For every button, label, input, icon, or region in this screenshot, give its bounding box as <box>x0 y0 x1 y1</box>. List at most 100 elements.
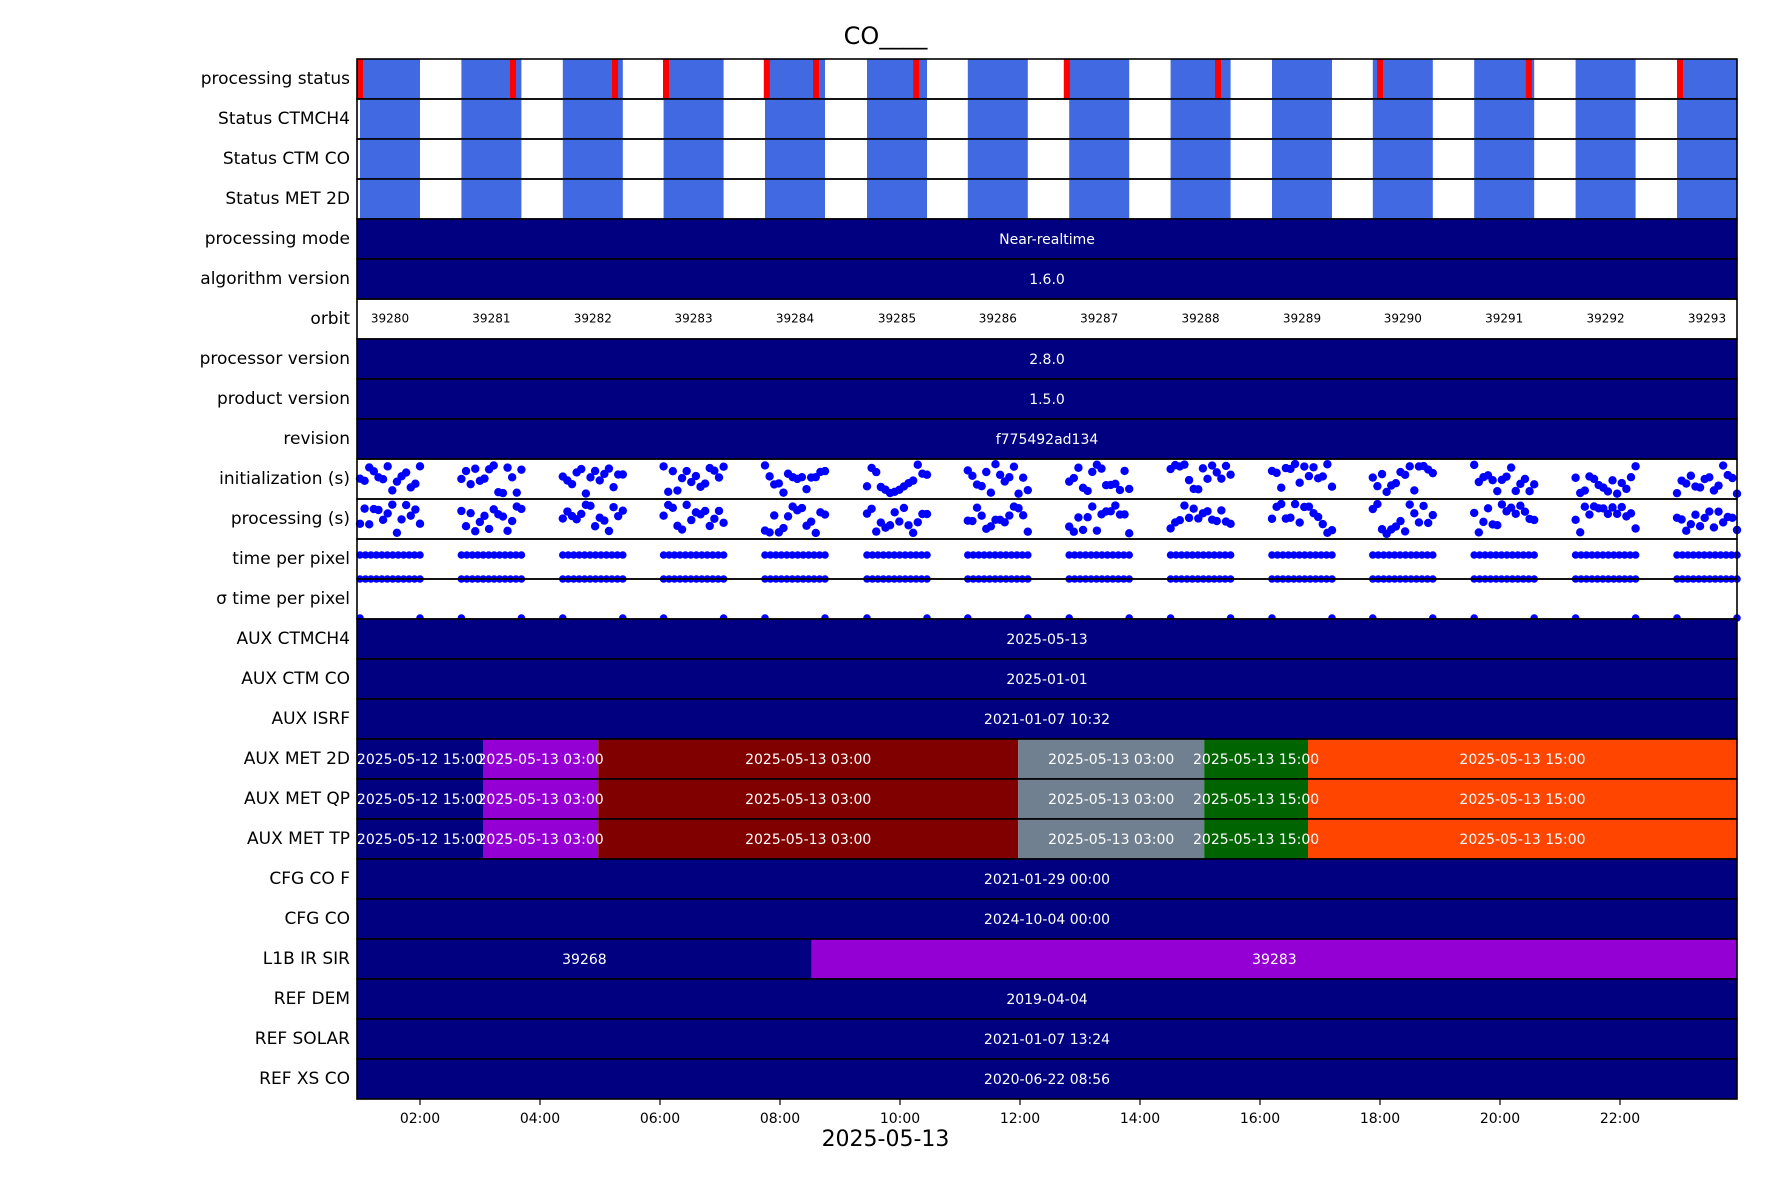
x-tick-label: 02:00 <box>400 1111 440 1127</box>
status-bar <box>1170 139 1231 179</box>
data-point <box>613 551 622 559</box>
x-tick-label: 22:00 <box>1600 1111 1640 1127</box>
x-tick-label: 12:00 <box>1000 1111 1040 1127</box>
data-point <box>1023 527 1032 536</box>
data-point <box>1125 551 1133 559</box>
data-point <box>597 551 605 559</box>
data-point <box>1212 516 1221 526</box>
data-point <box>586 501 595 511</box>
data-point <box>590 466 600 476</box>
status-bar <box>1575 139 1636 179</box>
data-point <box>586 551 594 559</box>
status-bar <box>562 179 623 219</box>
data-point <box>673 486 682 495</box>
band-segment <box>357 219 1737 259</box>
data-point <box>388 486 397 495</box>
data-point <box>1429 551 1437 559</box>
status-bar <box>1272 139 1332 179</box>
x-axis-label: 2025-05-13 <box>821 1127 950 1152</box>
data-point <box>1189 504 1198 513</box>
data-point <box>1492 551 1500 559</box>
data-point <box>374 505 383 515</box>
data-point <box>591 551 600 559</box>
data-point <box>503 526 512 536</box>
data-point <box>668 466 678 476</box>
data-point <box>1401 551 1410 559</box>
data-point <box>1705 473 1714 482</box>
data-point <box>559 551 567 559</box>
data-point <box>1295 478 1304 487</box>
data-point <box>1497 551 1506 559</box>
data-point <box>908 528 918 538</box>
data-point <box>489 461 498 470</box>
data-point <box>670 551 679 559</box>
status-bar <box>663 179 724 219</box>
orbit-number: 39282 <box>574 312 612 326</box>
data-point <box>821 551 829 559</box>
data-point <box>1385 551 1393 559</box>
row-label: time per pixel <box>232 549 350 569</box>
data-point <box>397 515 406 524</box>
band-segment <box>357 419 1737 459</box>
data-point <box>1081 551 1090 559</box>
data-point <box>872 467 881 477</box>
data-point <box>1728 513 1737 523</box>
data-point <box>1377 469 1387 479</box>
data-point <box>517 551 526 559</box>
data-point <box>466 508 475 518</box>
data-point <box>1327 482 1337 491</box>
data-point <box>668 503 678 513</box>
data-point <box>1115 485 1125 495</box>
status-bar <box>663 99 724 139</box>
data-point <box>1474 528 1484 537</box>
data-point <box>1516 501 1525 510</box>
data-point <box>1382 487 1391 497</box>
row-label: algorithm version <box>200 269 350 289</box>
data-point <box>1718 461 1728 470</box>
data-point <box>1470 508 1479 518</box>
band-segment <box>357 1019 1737 1059</box>
data-point <box>996 551 1005 559</box>
data-point <box>692 551 701 559</box>
data-point <box>922 509 932 519</box>
band-label: 2025-05-13 03:00 <box>1048 752 1174 768</box>
data-point <box>1111 501 1120 510</box>
row-label: initialization (s) <box>219 469 350 489</box>
band-segment <box>357 739 483 779</box>
data-point <box>1106 507 1115 516</box>
data-point <box>1207 461 1217 470</box>
data-point <box>1092 526 1102 535</box>
band-segment <box>483 739 599 779</box>
data-point <box>1226 470 1235 479</box>
data-point <box>1166 551 1175 559</box>
data-point <box>415 462 425 471</box>
data-point <box>406 511 415 520</box>
status-bar <box>1170 99 1231 139</box>
data-point <box>1069 473 1079 483</box>
row-cfg-co-f <box>356 858 1738 900</box>
data-point <box>1212 468 1221 477</box>
data-point <box>479 551 488 559</box>
row-aux-met-tp <box>356 818 1738 860</box>
row-processing-s- <box>355 498 1742 540</box>
data-point <box>1493 486 1502 496</box>
data-point <box>1585 510 1594 519</box>
data-point <box>388 500 397 509</box>
data-point <box>895 551 904 559</box>
data-point <box>1525 486 1534 496</box>
data-point <box>1215 551 1224 559</box>
status-bar <box>867 99 927 139</box>
data-point <box>986 488 996 497</box>
data-point <box>774 479 784 488</box>
data-point <box>1018 551 1027 559</box>
data-point <box>765 528 774 537</box>
data-point <box>506 551 515 559</box>
data-point <box>1672 488 1682 498</box>
data-point <box>1686 471 1696 480</box>
data-point <box>1125 484 1134 494</box>
band-label: 2025-05-13 03:00 <box>745 752 871 768</box>
data-point <box>360 476 369 486</box>
data-point <box>463 551 471 559</box>
data-point <box>1412 551 1421 559</box>
data-point <box>1705 551 1714 559</box>
